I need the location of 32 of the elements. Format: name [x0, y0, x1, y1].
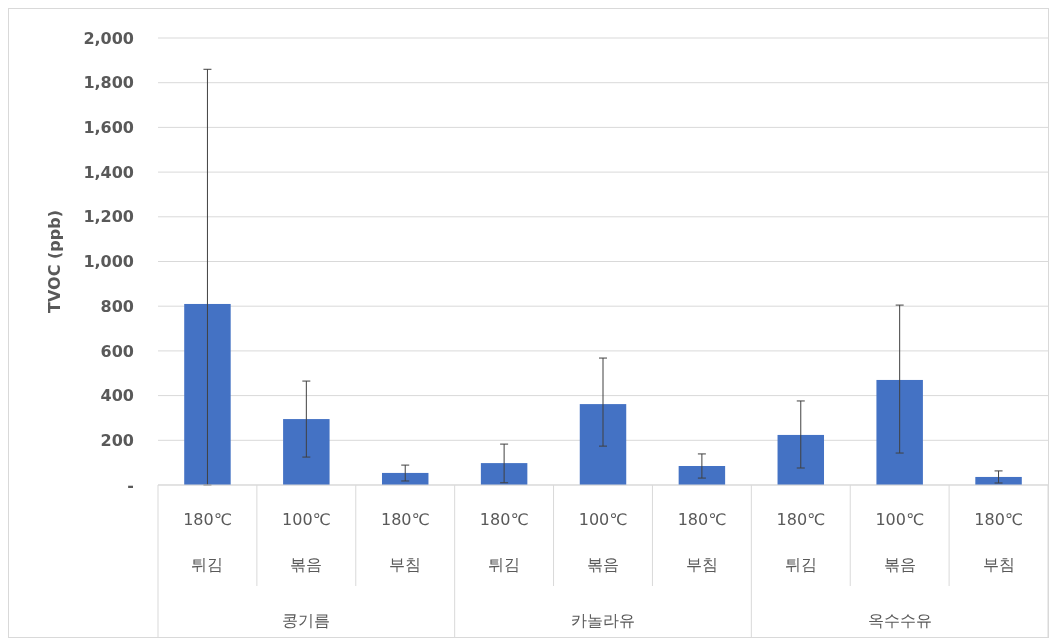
y-tick-label: 1,400: [83, 162, 134, 182]
bar: [480, 463, 528, 485]
bar: [283, 419, 330, 485]
category-label: 100℃ 볶음: [578, 510, 628, 574]
y-tick-label: 1,600: [83, 118, 134, 137]
category-label: 100℃ 볶음: [282, 510, 331, 574]
y-tick-label: -: [127, 475, 134, 495]
y-tick-label: 1,000: [83, 252, 134, 272]
category-label: 180℃ 튀김: [183, 510, 232, 574]
category-label: 180℃ 부침: [974, 510, 1023, 574]
y-axis-title: TVOC (ppb): [45, 210, 64, 313]
category-label: 100℃ 볶음: [875, 510, 924, 574]
text: 콩기름: [282, 611, 331, 630]
bar: [579, 404, 627, 485]
category-label: 180℃ 튀김: [776, 510, 826, 574]
category-label: 180℃ 튀김: [479, 510, 529, 574]
text: 옥수수유: [867, 611, 932, 630]
bar: [381, 472, 429, 485]
bar: [777, 434, 825, 485]
y-tick-label: 2,000: [83, 28, 134, 48]
text: 카놀라유: [571, 611, 635, 630]
bar: [876, 379, 923, 485]
y-tick-label: 400: [100, 386, 134, 406]
y-tick-label: 800: [100, 296, 134, 316]
category-label: 180℃ 부침: [380, 510, 430, 574]
bar: [678, 466, 726, 485]
y-tick-label: 600: [100, 341, 134, 361]
y-tick-label: 1,200: [83, 207, 134, 227]
bar: [184, 303, 231, 485]
y-tick-label: 1,800: [83, 73, 134, 93]
y-tick-label: 200: [100, 430, 134, 450]
category-label: 180℃ 부침: [677, 510, 727, 574]
